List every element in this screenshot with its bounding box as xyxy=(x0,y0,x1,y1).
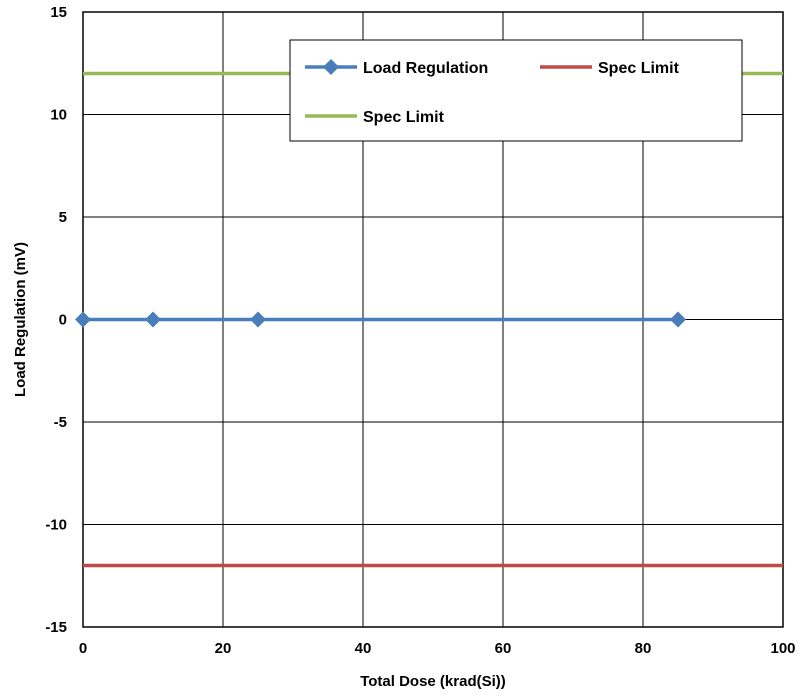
y-tick-label: -10 xyxy=(45,517,67,534)
series-layer xyxy=(75,71,783,568)
tick-labels: 0 20 40 60 80 100 -15 -10 -5 0 5 10 15 xyxy=(45,4,795,657)
legend-marker-0 xyxy=(323,59,339,75)
data-point xyxy=(250,311,266,328)
legend-label-1: Spec Limit xyxy=(598,60,680,77)
y-axis-title: Load Regulation (mV) xyxy=(12,242,29,397)
legend-label-0: Load Regulation xyxy=(363,60,488,77)
y-tick-label: 0 xyxy=(59,312,67,329)
legend: Load Regulation Spec Limit Spec Limit xyxy=(289,39,743,142)
legend-label-2: Spec Limit xyxy=(363,109,445,126)
data-point xyxy=(670,311,686,328)
x-tick-label: 40 xyxy=(355,640,372,657)
x-tick-label: 100 xyxy=(770,640,795,657)
x-tick-label: 60 xyxy=(495,640,512,657)
data-point xyxy=(75,311,91,328)
x-axis-title: Total Dose (krad(Si)) xyxy=(360,673,506,690)
y-tick-label: 10 xyxy=(50,107,67,124)
x-tick-label: 80 xyxy=(635,640,652,657)
y-tick-label: -15 xyxy=(45,619,67,636)
x-tick-label: 20 xyxy=(215,640,232,657)
y-tick-label: 15 xyxy=(50,4,67,21)
y-tick-label: -5 xyxy=(54,414,67,431)
x-tick-label: 0 xyxy=(79,640,87,657)
y-tick-label: 5 xyxy=(59,209,67,226)
legend-box xyxy=(289,39,743,142)
data-point xyxy=(145,311,161,328)
